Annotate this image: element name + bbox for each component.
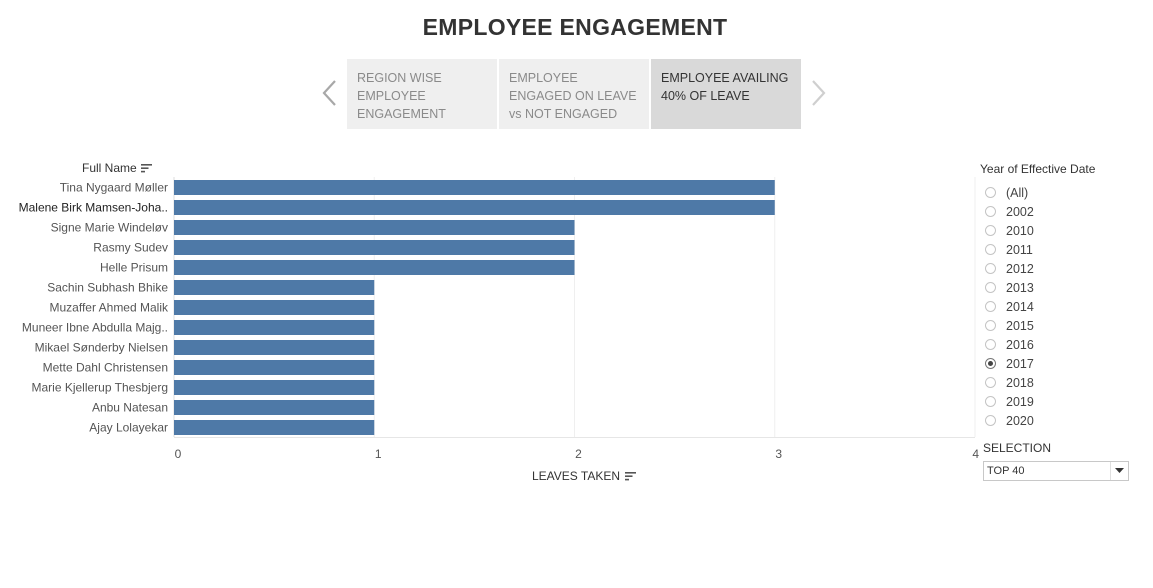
year-option[interactable]: 2016 [985, 335, 1034, 354]
prev-story-button[interactable] [320, 78, 340, 108]
radio-icon[interactable] [985, 225, 996, 236]
x-tick-label: 3 [775, 447, 782, 461]
category-label[interactable]: Mikael Sønderby Nielsen [35, 341, 168, 355]
x-tick-label: 2 [575, 447, 582, 461]
radio-icon[interactable] [985, 187, 996, 198]
year-option-label: 2014 [1006, 299, 1034, 314]
year-option-label: 2020 [1006, 413, 1034, 428]
year-option[interactable]: 2011 [985, 240, 1034, 259]
radio-icon[interactable] [985, 396, 996, 407]
year-option-label: 2011 [1006, 242, 1033, 257]
page-title: EMPLOYEE ENGAGEMENT [422, 14, 728, 40]
sort-descending-icon[interactable] [140, 163, 152, 173]
radio-icon[interactable] [985, 415, 996, 426]
year-option-label: (All) [1006, 185, 1029, 200]
radio-icon[interactable] [985, 301, 996, 312]
year-filter-options: (All) 2002 2010 2011 2012 2013 2014 2015 2016 201… [985, 183, 1034, 430]
category-label[interactable]: Mette Dahl Christensen [43, 361, 168, 375]
year-filter-title: Year of Effective Date [980, 162, 1096, 176]
year-option-label: 2013 [1006, 280, 1034, 295]
x-tick-label: 4 [972, 447, 979, 461]
year-option[interactable]: 2020 [985, 411, 1034, 430]
caret-down-icon[interactable] [1110, 462, 1128, 480]
radio-icon[interactable] [985, 320, 996, 331]
chart-bars [174, 180, 775, 435]
x-axis-title: LEAVES TAKEN [532, 469, 637, 483]
year-option[interactable]: 2010 [985, 221, 1034, 240]
bar[interactable] [174, 360, 375, 375]
story-tab-engaged-on-leave[interactable]: EMPLOYEE ENGAGED ON LEAVE vs NOT ENGAGED [499, 59, 649, 129]
name-field-header: Full Name [82, 161, 152, 175]
year-option-label: 2002 [1006, 204, 1034, 219]
bar[interactable] [174, 320, 375, 335]
chart-x-ticks: 0 1 2 3 4 [175, 447, 980, 461]
category-label[interactable]: Muneer Ibne Abdulla Majg.. [22, 321, 168, 335]
next-story-button[interactable] [808, 78, 828, 108]
radio-icon[interactable] [985, 377, 996, 388]
story-tab-availing-leave[interactable]: EMPLOYEE AVAILING 40% OF LEAVE [651, 59, 801, 129]
selection-label: SELECTION [983, 441, 1052, 455]
category-label[interactable]: Helle Prisum [100, 261, 168, 275]
category-label[interactable]: Malene Birk Mamsen-Joha.. [19, 201, 168, 215]
category-label[interactable]: Signe Marie Windeløv [51, 221, 168, 235]
year-option[interactable]: 2014 [985, 297, 1034, 316]
bar[interactable] [174, 260, 575, 275]
radio-icon[interactable] [985, 206, 996, 217]
category-label[interactable]: Tina Nygaard Møller [60, 181, 168, 195]
year-option[interactable]: 2015 [985, 316, 1034, 335]
year-option[interactable]: 2018 [985, 373, 1034, 392]
radio-icon[interactable] [985, 263, 996, 274]
chart-category-labels: Tina Nygaard Møller Malene Birk Mamsen-Jo… [19, 181, 169, 435]
year-option[interactable]: 2017 [985, 354, 1034, 373]
bar[interactable] [174, 340, 375, 355]
year-option[interactable]: 2013 [985, 278, 1034, 297]
story-tab-region-wise[interactable]: REGION WISE EMPLOYEE ENGAGEMENT [347, 59, 497, 129]
bar[interactable] [174, 280, 375, 295]
year-option[interactable]: 2019 [985, 392, 1034, 411]
selection-value: TOP 40 [987, 465, 1025, 477]
bar[interactable] [174, 240, 575, 255]
x-tick-label: 0 [175, 447, 182, 461]
bar[interactable] [174, 220, 575, 235]
bar[interactable] [174, 400, 375, 415]
year-option[interactable]: 2002 [985, 202, 1034, 221]
name-field-label: Full Name [82, 161, 137, 175]
category-label[interactable]: Marie Kjellerup Thesbjerg [31, 381, 168, 395]
leaves-bar-chart: Tina Nygaard Møller Malene Birk Mamsen-Jo… [19, 177, 980, 461]
year-option[interactable]: (All) [985, 183, 1034, 202]
category-label[interactable]: Muzaffer Ahmed Malik [50, 301, 169, 315]
year-option-label: 2016 [1006, 337, 1034, 352]
x-tick-label: 1 [375, 447, 382, 461]
year-option-label: 2017 [1006, 356, 1034, 371]
category-label[interactable]: Anbu Natesan [92, 401, 168, 415]
year-option-label: 2012 [1006, 261, 1034, 276]
bar[interactable] [174, 200, 775, 215]
category-label[interactable]: Rasmy Sudev [93, 241, 168, 255]
radio-icon[interactable] [985, 358, 996, 369]
x-axis-label: LEAVES TAKEN [532, 469, 621, 483]
radio-icon[interactable] [985, 244, 996, 255]
bar[interactable] [174, 180, 775, 195]
selection-dropdown[interactable]: TOP 40 [983, 461, 1129, 481]
category-label[interactable]: Ajay Lolayekar [89, 421, 168, 435]
bar[interactable] [174, 300, 375, 315]
year-option-label: 2019 [1006, 394, 1034, 409]
radio-icon[interactable] [985, 339, 996, 350]
year-option[interactable]: 2012 [985, 259, 1034, 278]
year-option-label: 2018 [1006, 375, 1034, 390]
year-option-label: 2015 [1006, 318, 1034, 333]
sort-descending-icon[interactable] [625, 471, 637, 481]
year-option-label: 2010 [1006, 223, 1034, 238]
chevron-right-icon [812, 80, 826, 106]
bar[interactable] [174, 420, 375, 435]
category-label[interactable]: Sachin Subhash Bhike [47, 281, 168, 295]
radio-icon[interactable] [985, 282, 996, 293]
chevron-left-icon [322, 80, 336, 106]
bar[interactable] [174, 380, 375, 395]
